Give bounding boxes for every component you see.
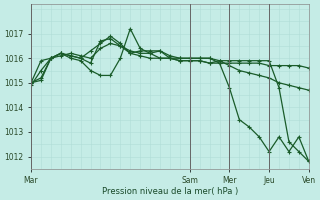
X-axis label: Pression niveau de la mer( hPa ): Pression niveau de la mer( hPa ): [102, 187, 238, 196]
